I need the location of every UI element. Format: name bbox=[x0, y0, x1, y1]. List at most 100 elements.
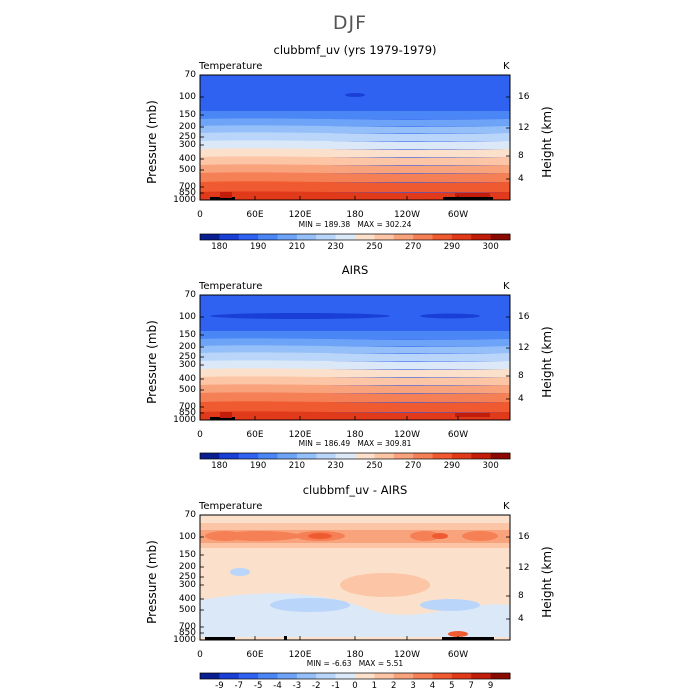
x-tick-label: 120W bbox=[393, 650, 421, 660]
x-tick-label: 180 bbox=[346, 430, 364, 440]
y-tick-label: 100 bbox=[178, 92, 196, 102]
colorbar-cell bbox=[258, 453, 278, 459]
colorbar-cell bbox=[316, 673, 337, 679]
contour-blob bbox=[270, 598, 350, 612]
contour-blob bbox=[455, 413, 490, 417]
contour-band bbox=[200, 411, 510, 420]
panel-title: AIRS bbox=[341, 263, 369, 277]
colorbar-tick-label: 190 bbox=[250, 461, 267, 471]
colorbar-cell bbox=[238, 234, 259, 240]
topography bbox=[210, 197, 235, 200]
colorbar-tick-label: 7 bbox=[468, 681, 474, 691]
contour-band bbox=[200, 191, 510, 200]
colorbar-cell bbox=[277, 453, 298, 459]
colorbar-tick-label: 210 bbox=[288, 242, 305, 252]
y-right-tick-label: 12 bbox=[518, 123, 530, 133]
colorbar-cell bbox=[296, 673, 317, 679]
y-right-tick-label: 16 bbox=[518, 92, 530, 102]
colorbar-tick-label: -7 bbox=[234, 681, 243, 691]
topography bbox=[442, 637, 494, 640]
y-tick-label: 100 bbox=[178, 312, 196, 322]
panel-title: clubbmf_uv (yrs 1979-1979) bbox=[273, 43, 437, 57]
y-tick-label: 300 bbox=[178, 140, 196, 150]
colorbar-cell bbox=[200, 453, 220, 459]
contour-band bbox=[200, 132, 510, 141]
y-tick-label: 150 bbox=[178, 550, 196, 560]
panel-title: clubbmf_uv - AIRS bbox=[302, 483, 408, 497]
contour-blob bbox=[420, 599, 480, 611]
unit-label: K bbox=[503, 61, 510, 72]
topography bbox=[205, 637, 235, 640]
heatmap-2 bbox=[200, 295, 510, 420]
colorbar-tick-label: 9 bbox=[487, 681, 494, 691]
y-tick-label: 500 bbox=[178, 165, 196, 175]
contour-band bbox=[200, 360, 510, 369]
contour-band bbox=[200, 317, 510, 331]
colorbar-cell bbox=[296, 234, 317, 240]
y-tick-label: 850 bbox=[178, 628, 196, 638]
colorbar-cell bbox=[374, 673, 395, 679]
y-tick-label: 850 bbox=[178, 188, 196, 198]
y-right-tick-label: 4 bbox=[518, 174, 524, 184]
contour-blob bbox=[410, 531, 440, 541]
y-tick-label: 100 bbox=[178, 532, 196, 542]
contour-band bbox=[200, 140, 510, 149]
x-tick-label: 60E bbox=[246, 430, 264, 440]
y-tick-label: 70 bbox=[184, 290, 196, 300]
y-tick-label: 250 bbox=[178, 132, 196, 142]
contour-blob bbox=[462, 531, 498, 541]
y-right-tick-label: 4 bbox=[518, 394, 524, 404]
contour-band bbox=[200, 338, 510, 346]
colorbar-cell bbox=[238, 453, 259, 459]
colorbar-cell bbox=[355, 673, 375, 679]
y-tick-label: 400 bbox=[178, 374, 196, 384]
colorbar-frame bbox=[199, 233, 511, 241]
y-right-tick-label: 12 bbox=[518, 563, 530, 573]
y-tick-label: 850 bbox=[178, 408, 196, 418]
contour-blob bbox=[345, 93, 365, 97]
colorbar-tick-label: 290 bbox=[443, 242, 460, 252]
contour-band bbox=[200, 384, 510, 393]
contour-blob bbox=[448, 631, 468, 637]
min-max-stats: MIN = 189.38 MAX = 302.24 bbox=[200, 220, 510, 229]
y-tick-label: 300 bbox=[178, 360, 196, 370]
x-tick-label: 120W bbox=[393, 210, 421, 220]
contour-band bbox=[200, 164, 510, 173]
colorbar-cell bbox=[219, 673, 240, 679]
x-tick-label: 180 bbox=[346, 650, 364, 660]
colorbar-tick-label: 0 bbox=[352, 681, 358, 691]
contour-blob bbox=[308, 533, 332, 539]
colorbar-cell bbox=[316, 234, 337, 240]
colorbar-cell bbox=[374, 453, 395, 459]
x-tick-label: 60W bbox=[447, 650, 469, 660]
contour-band bbox=[200, 345, 510, 353]
y-tick-label: 1000 bbox=[173, 635, 196, 645]
x-tick-label: 60E bbox=[246, 650, 264, 660]
x-tick-label: 120W bbox=[393, 430, 421, 440]
colorbar-cell bbox=[451, 673, 472, 679]
contour-blob bbox=[220, 192, 232, 198]
max-label: MAX = 302.24 bbox=[357, 220, 412, 229]
colorbar-tick-label: -1 bbox=[331, 681, 340, 691]
y-tick-label: 70 bbox=[184, 510, 196, 520]
colorbar-cell bbox=[258, 673, 278, 679]
colorbar-cell bbox=[374, 234, 395, 240]
colorbar-cell bbox=[277, 234, 298, 240]
contour-blob bbox=[340, 573, 430, 597]
contour-band bbox=[200, 75, 510, 97]
contour-band bbox=[200, 352, 510, 361]
colorbar-cell bbox=[355, 453, 375, 459]
y-tick-label: 250 bbox=[178, 352, 196, 362]
y-tick-label: 200 bbox=[178, 562, 196, 572]
y-right-tick-label: 12 bbox=[518, 343, 530, 353]
y-tick-label: 200 bbox=[178, 122, 196, 132]
colorbar-tick-label: 4 bbox=[429, 681, 436, 691]
colorbar-cell bbox=[335, 673, 356, 679]
contour-blob bbox=[420, 313, 480, 319]
contour-band bbox=[200, 515, 510, 523]
contour-blob bbox=[432, 533, 448, 539]
min-max-stats: MIN = 186.49 MAX = 309.81 bbox=[200, 439, 510, 448]
topography bbox=[210, 417, 235, 420]
colorbar-tick-label: 230 bbox=[327, 461, 344, 471]
